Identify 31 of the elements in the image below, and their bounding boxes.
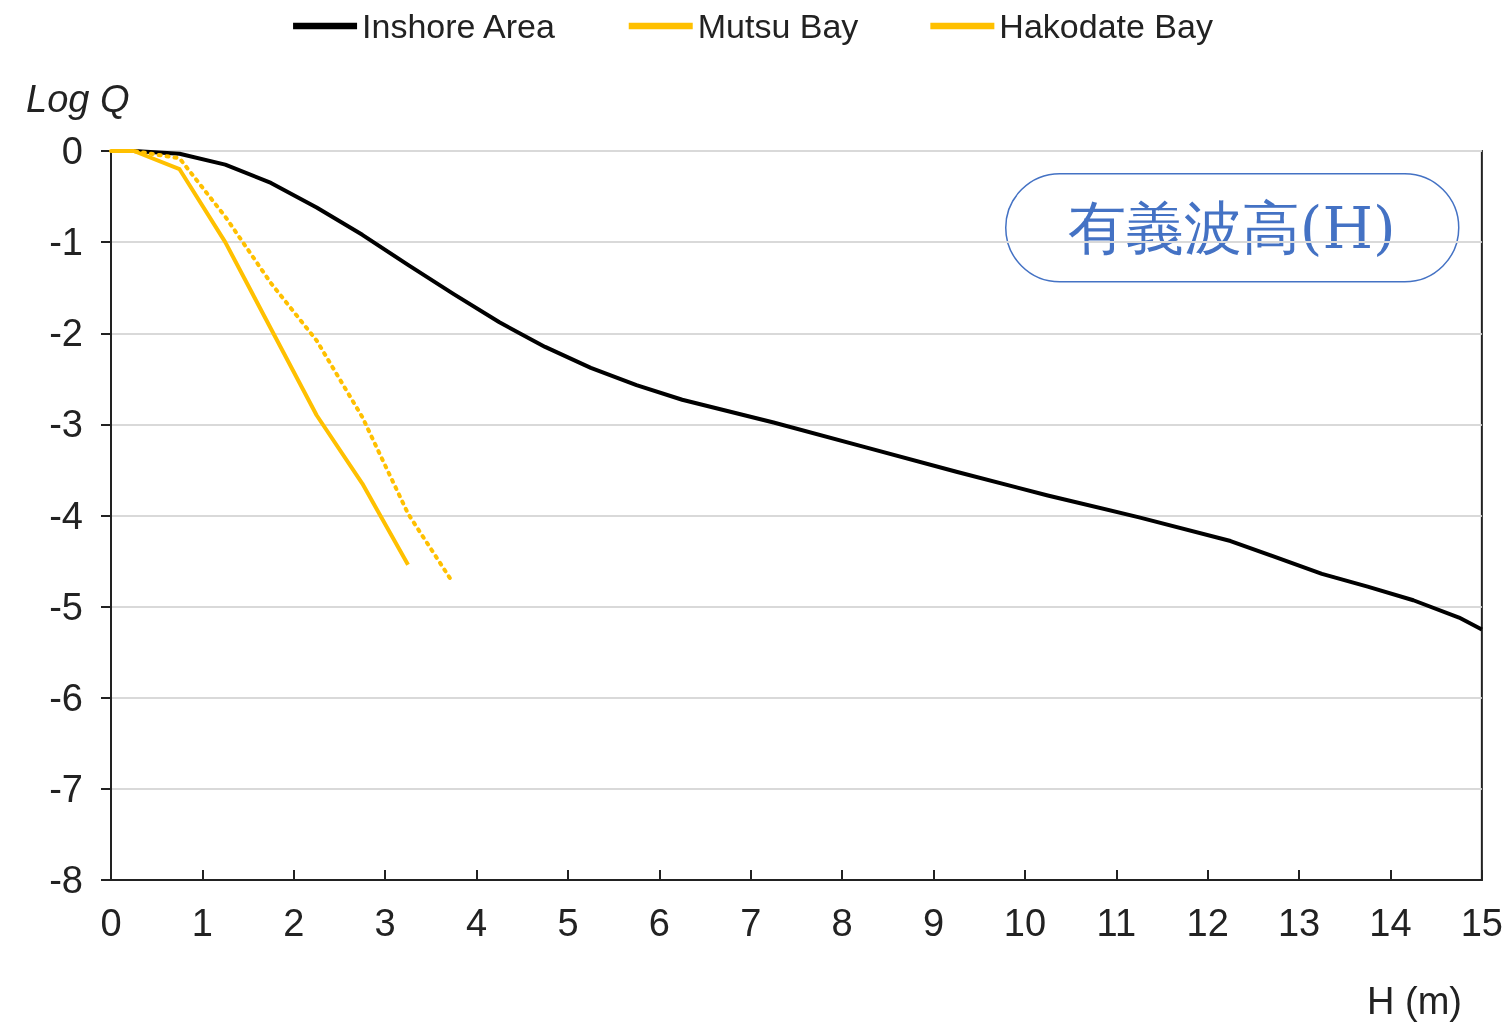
x-tick-label: 11 bbox=[1096, 902, 1137, 944]
y-tick-label: -7 bbox=[49, 767, 83, 810]
x-tick-label: 10 bbox=[1003, 902, 1047, 944]
x-axis-title: H (m) bbox=[1367, 980, 1463, 1022]
x-tick-label: 5 bbox=[557, 902, 579, 944]
legend-label: Hakodate Bay bbox=[999, 7, 1213, 45]
y-tick-label: -5 bbox=[49, 585, 83, 628]
x-tick-label: 7 bbox=[740, 902, 762, 944]
x-tick-label: 1 bbox=[191, 902, 213, 944]
legend-label: Mutsu Bay bbox=[697, 7, 859, 45]
x-tick-label: 6 bbox=[648, 902, 670, 944]
y-tick-label: -3 bbox=[49, 403, 83, 446]
y-tick-label: -6 bbox=[49, 676, 83, 719]
y-tick-label: 0 bbox=[61, 130, 83, 172]
x-tick-label: 0 bbox=[100, 902, 122, 944]
x-tick-label: 12 bbox=[1186, 902, 1229, 944]
y-axis-title: Log Q bbox=[26, 78, 130, 120]
y-tick-label: -1 bbox=[49, 221, 83, 264]
x-tick-label: 9 bbox=[922, 902, 945, 944]
y-tick-label: -8 bbox=[49, 859, 83, 901]
y-tick-label: -4 bbox=[49, 494, 83, 537]
x-tick-label: 14 bbox=[1369, 902, 1412, 944]
annotation: 有義波高(H) bbox=[1067, 193, 1396, 262]
x-tick-label: 4 bbox=[465, 902, 488, 944]
x-tick-label: 3 bbox=[374, 902, 396, 944]
legend-label: Inshore Area bbox=[362, 7, 555, 45]
x-tick-label: 8 bbox=[831, 902, 853, 944]
y-tick-label: -2 bbox=[49, 312, 83, 355]
x-tick-label: 13 bbox=[1277, 902, 1321, 944]
x-tick-label: 15 bbox=[1460, 902, 1504, 944]
x-tick-label: 2 bbox=[283, 902, 305, 944]
